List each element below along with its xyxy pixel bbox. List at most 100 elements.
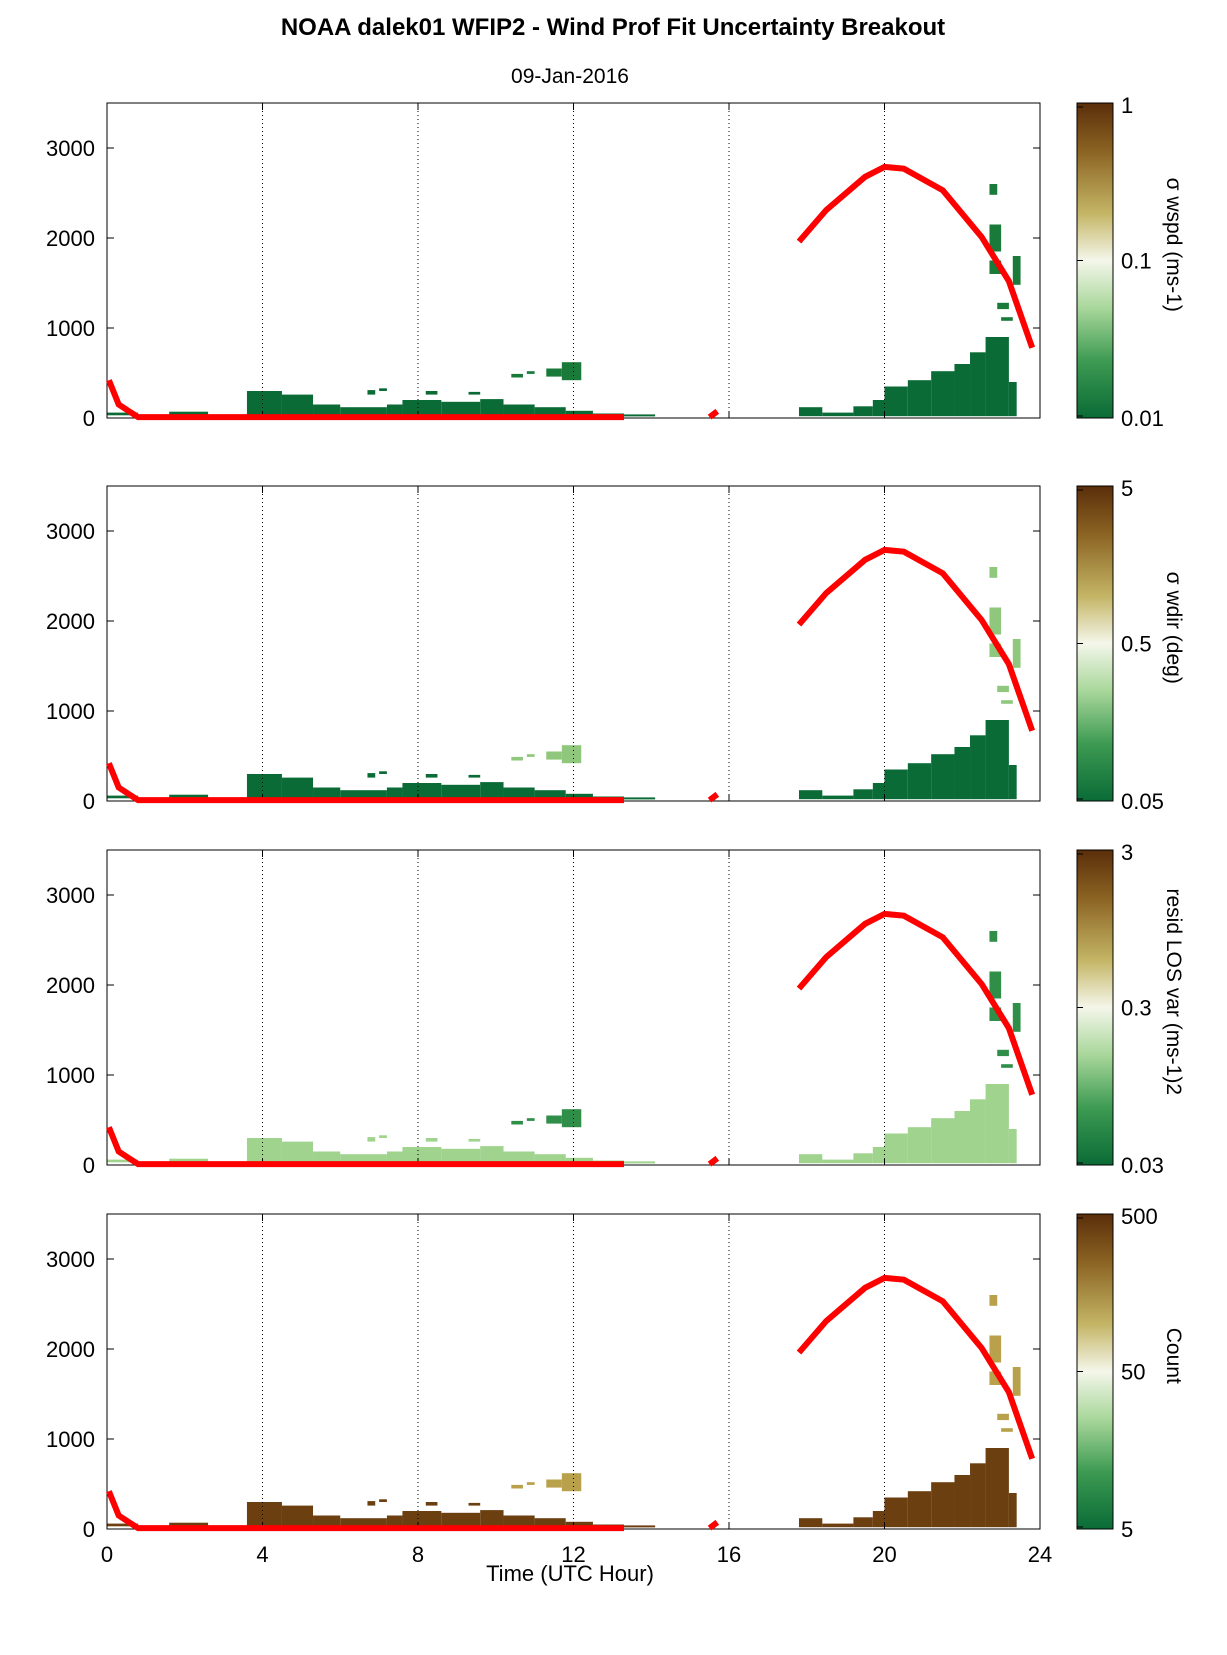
heatmap-cell (534, 1518, 566, 1528)
overlay-line (796, 163, 1036, 349)
colorbar-tick-label: 0.3 (1121, 996, 1152, 1021)
heatmap-cell (107, 412, 139, 416)
heatmap-cell (534, 407, 566, 417)
heatmap-cell (884, 386, 908, 417)
x-tick-label: 16 (717, 1542, 741, 1567)
colorbar-tick-label: 50 (1121, 1360, 1145, 1385)
heatmap-cell (169, 794, 209, 800)
panel-3: 0 1000 2000 3000 3 0.3 0.03 resid LOS var (ms-1… (46, 840, 1185, 1178)
heatmap-cell (624, 414, 656, 417)
y-tick-label: 0 (83, 1517, 95, 1542)
heatmap-cell (534, 790, 566, 800)
heatmap-cell (954, 364, 971, 417)
overlay-line (796, 546, 1036, 732)
heatmap-cell (379, 388, 387, 391)
heatmap-cell (367, 1137, 376, 1142)
heatmap-cell (480, 1510, 504, 1528)
colorbar-tick-label: 5 (1121, 476, 1133, 501)
heatmap-cell (425, 774, 438, 778)
y-tick-label: 1000 (46, 316, 95, 341)
heatmap-cell (907, 763, 932, 800)
overlay-line (106, 762, 624, 804)
heatmap-cell (169, 1522, 209, 1528)
heatmap-cell (511, 1484, 523, 1489)
heatmap-cell (1008, 1493, 1017, 1528)
heatmap-cell (367, 773, 376, 778)
heatmap-cell (246, 1502, 282, 1528)
heatmap-cell (526, 1118, 535, 1121)
heatmap-cell (997, 1413, 1009, 1421)
colorbar-label: σ wdir (deg) (1162, 572, 1185, 684)
heatmap-cell (565, 1157, 593, 1164)
heatmap-cell (931, 1118, 955, 1164)
heatmap-cell (884, 1133, 908, 1164)
heatmap-cell (561, 745, 582, 764)
heatmap-cell (526, 371, 535, 374)
heatmap-cell (989, 643, 1002, 657)
y-tick-label: 3000 (46, 136, 95, 161)
heatmap-cell (1012, 1367, 1021, 1396)
x-tick-label: 8 (412, 1542, 424, 1567)
heatmap-cell (107, 1523, 139, 1527)
heatmap-cell (386, 1151, 403, 1164)
heatmap-cell (853, 406, 873, 417)
heatmap-cell (425, 391, 438, 395)
heatmap-cell (526, 1482, 535, 1485)
heatmap-cell (565, 410, 593, 417)
heatmap-cell (954, 747, 971, 800)
heatmap-cell (313, 1515, 341, 1528)
x-axis-label: Time (UTC Hour) (486, 1561, 654, 1586)
heatmap-cell (970, 735, 986, 800)
heatmap-cell (624, 1161, 656, 1164)
overlay-line (707, 1519, 720, 1531)
heatmap-cell (246, 391, 282, 417)
overlay-line (106, 379, 624, 421)
y-tick-label: 2000 (46, 226, 95, 251)
overlay-line (707, 791, 720, 803)
heatmap-cell (1012, 1003, 1021, 1032)
heatmap-cell (989, 184, 998, 195)
y-tick-label: 1000 (46, 699, 95, 724)
heatmap-cell (340, 790, 387, 800)
heatmap-cell (1012, 639, 1021, 668)
heatmap-cell (970, 1099, 986, 1164)
heatmap-cell (624, 797, 656, 800)
y-tick-label: 1000 (46, 1427, 95, 1452)
heatmap-cell (379, 1499, 387, 1502)
colorbar-label: Count (1162, 1328, 1185, 1384)
heatmap-cell (503, 787, 535, 800)
heatmap-cell (281, 394, 314, 417)
heatmap-cell (107, 1159, 139, 1163)
panel-1: 0 1000 2000 3000 1 0.1 0.01 σ wspd (ms-1) (46, 93, 1185, 431)
y-tick-label: 2000 (46, 1337, 95, 1362)
y-tick-label: 0 (83, 406, 95, 431)
colorbar-label: σ wspd (ms-1) (1162, 178, 1185, 312)
y-tick-label: 3000 (46, 883, 95, 908)
heatmap-cell (989, 1007, 1002, 1021)
overlay-line (106, 1126, 624, 1168)
overlay-line (796, 1274, 1036, 1460)
heatmap-cell (313, 1151, 341, 1164)
heatmap-cell (425, 1138, 438, 1142)
colorbar-tick-label: 3 (1121, 840, 1133, 865)
heatmap-cell (907, 1127, 932, 1164)
heatmap-cell (985, 1448, 1009, 1528)
heatmap-cell (565, 1521, 593, 1528)
heatmap-cell (468, 1138, 481, 1142)
panel-4: 0 1000 2000 3000 500 50 5 Count (46, 1204, 1185, 1542)
heatmap-cell (386, 787, 403, 800)
heatmap-cell (468, 391, 481, 395)
heatmap-cell (281, 1505, 314, 1528)
heatmap-cell (853, 1153, 873, 1164)
y-tick-label: 2000 (46, 973, 95, 998)
x-tick-label: 4 (256, 1542, 268, 1567)
heatmap-cell (169, 1158, 209, 1164)
heatmap-cell (798, 407, 823, 417)
heatmap-cell (989, 1295, 998, 1306)
heatmap-cell (989, 971, 1002, 999)
heatmap-cell (985, 720, 1009, 800)
heatmap-cell (503, 1515, 535, 1528)
colorbar-tick-label: 1 (1121, 93, 1133, 118)
